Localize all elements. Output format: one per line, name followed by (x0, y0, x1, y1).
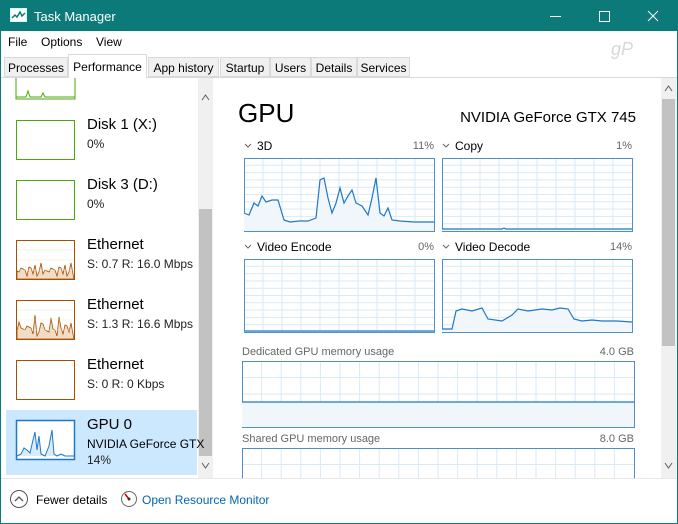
scroll-down[interactable] (664, 462, 673, 469)
device-detail: S: 0.7 R: 16.0 Mbps (87, 257, 194, 271)
graph-line (442, 307, 633, 330)
sidebar-graphics (6, 78, 213, 478)
app-icon (10, 8, 27, 22)
tab-divider (1, 77, 677, 78)
engine-name[interactable]: Video Decode (455, 240, 531, 254)
scrollbar-thumb[interactable] (662, 99, 675, 346)
engine-name[interactable]: Video Encode (257, 240, 332, 254)
tab[interactable]: Services (357, 57, 410, 77)
scrollbar-thumb[interactable] (199, 209, 212, 456)
memory-label: Dedicated GPU memory usage (242, 346, 395, 358)
tab[interactable]: Users (270, 57, 311, 77)
memory-max: 4.0 GB (599, 346, 634, 358)
device-name: NVIDIA GeForce GTX 745 (460, 109, 636, 126)
resource-monitor-icon[interactable] (120, 490, 138, 508)
thumbnail[interactable] (16, 120, 75, 160)
device-name[interactable]: GPU 0 (87, 416, 133, 433)
footer-divider (1, 478, 677, 479)
thumbnail[interactable] (16, 180, 75, 220)
engine-name[interactable]: 3D (257, 139, 273, 153)
device-detail: 14% (87, 453, 112, 467)
graph-area (242, 402, 634, 427)
device-detail: 0% (87, 197, 105, 211)
tab[interactable]: Startup (220, 57, 270, 77)
panel-title: GPU (238, 98, 295, 128)
thumbnail[interactable] (16, 360, 75, 400)
menu-item[interactable]: File (8, 35, 28, 49)
device-subtitle: NVIDIA GeForce GTX (87, 437, 205, 451)
graph-area (244, 178, 434, 231)
title-bar: Task Manager (1, 1, 677, 31)
expand-chevron[interactable] (244, 143, 252, 148)
resource-monitor-link[interactable]: Open Resource Monitor (142, 493, 270, 507)
fewer-details-icon[interactable] (9, 489, 29, 509)
expand-chevron[interactable] (244, 244, 252, 249)
graph-line (442, 227, 632, 230)
thumbnail-line (16, 89, 75, 98)
watermark: gP (611, 39, 634, 59)
device-name[interactable]: Ethernet (87, 356, 144, 373)
graph-area (442, 308, 632, 332)
device-name[interactable]: Disk 1 (X:) (87, 116, 158, 133)
tab[interactable]: App history (148, 57, 219, 77)
expand-chevron[interactable] (442, 244, 450, 249)
scroll-up[interactable] (201, 94, 210, 101)
engine-name[interactable]: Copy (455, 139, 484, 153)
window-title: Task Manager (34, 9, 116, 24)
engine-value: 14% (609, 241, 632, 253)
scroll-down[interactable] (201, 462, 210, 469)
gpu-panel: GPU NVIDIA GeForce GTX 745 3D 11% Copy 1% Vi… (214, 78, 677, 478)
expand-chevron[interactable] (442, 143, 450, 148)
device-detail: 0% (87, 137, 105, 151)
engine-value: 11% (412, 140, 434, 152)
engine-value: 1% (616, 140, 632, 152)
maximize-button[interactable] (599, 11, 610, 22)
menu-item[interactable]: Options (41, 35, 83, 49)
device-detail: S: 0 R: 0 Kbps (87, 377, 165, 391)
memory-max: 8.0 GB (599, 433, 634, 445)
engine-value: 0% (418, 241, 434, 253)
sidebar: Disk 1 (X:) 0% Disk 3 (D:) 0% Ethernet S: 0.7… (1, 78, 214, 478)
menu-item[interactable]: View (96, 35, 122, 49)
scroll-up[interactable] (664, 85, 673, 92)
close-button[interactable] (647, 10, 659, 22)
thumbnail-area (16, 262, 75, 280)
tab[interactable]: Processes (4, 57, 68, 77)
thumbnail-partial (15, 78, 76, 100)
thumbnail-line (16, 429, 74, 457)
memory-label: Shared GPU memory usage (242, 433, 381, 445)
tab[interactable]: Details (311, 57, 357, 77)
gpu-graphs (242, 78, 677, 478)
device-name[interactable]: Ethernet (87, 296, 144, 313)
device-detail: S: 1.3 R: 16.6 Mbps (87, 317, 194, 331)
thumbnail-area (16, 314, 75, 340)
graph-line (243, 177, 434, 223)
tab[interactable]: Performance (68, 54, 147, 78)
device-name[interactable]: Disk 3 (D:) (87, 176, 158, 193)
fewer-details-button[interactable]: Fewer details (36, 493, 108, 507)
window-controls[interactable] (531, 1, 677, 31)
device-name[interactable]: Ethernet (87, 236, 144, 253)
